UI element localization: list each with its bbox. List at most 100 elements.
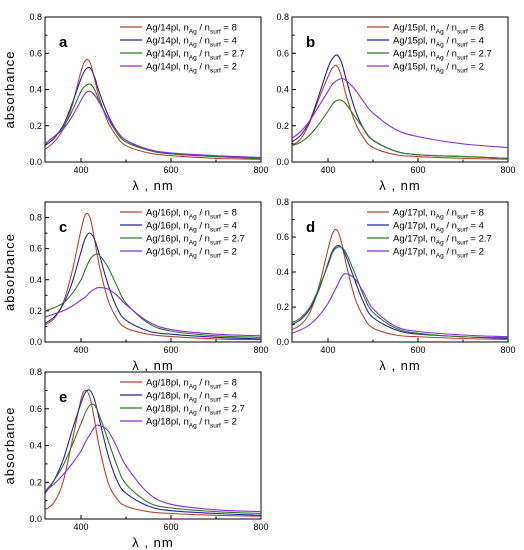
- legend-entry: Ag/14pl, nAg / nsurf = 2: [146, 62, 237, 75]
- x-tick-label: 600: [163, 345, 178, 355]
- legend-entry: Ag/14pl, nAg / nsurf = 4: [146, 36, 237, 49]
- x-tick-label: 400: [320, 345, 335, 355]
- series-line-2: [292, 244, 508, 340]
- series-line-1: [45, 389, 261, 517]
- panel-label: c: [59, 219, 67, 236]
- legend-entry: Ag/15pl, nAg / nsurf = 2: [393, 62, 484, 75]
- x-tick-label: 400: [73, 345, 88, 355]
- y-tick-label: 0.2: [29, 477, 42, 487]
- x-tick-label: 800: [500, 165, 515, 175]
- series-line-4: [292, 273, 508, 338]
- x-tick-label: 800: [253, 165, 268, 175]
- series-line-2: [45, 66, 261, 159]
- legend-entry: Ag/15pl, nAg / nsurf = 4: [393, 36, 484, 49]
- series-line-1: [45, 59, 261, 160]
- legend-entry: Ag/17pl, nAg / nsurf = 2: [393, 247, 484, 260]
- plot-frame: [44, 201, 262, 343]
- y-tick-label: 0.6: [276, 232, 289, 242]
- y-axis-label: absorbance: [2, 51, 17, 129]
- series-group: [45, 59, 261, 160]
- y-tick-label: 0.0: [29, 514, 42, 524]
- y-tick-label: 0.8: [29, 213, 42, 223]
- series-line-4: [45, 90, 261, 159]
- x-tick-label: 800: [253, 522, 268, 532]
- y-tick-label: 0.6: [29, 48, 42, 58]
- series-line-1: [45, 212, 261, 341]
- legend-entry: Ag/16pl, nAg / nsurf = 4: [146, 221, 237, 234]
- y-tick-label: 0.0: [276, 337, 289, 347]
- legend-entry: Ag/15pl, nAg / nsurf = 8: [393, 23, 484, 36]
- y-tick-label: 0.2: [29, 306, 42, 316]
- x-tick-label: 400: [320, 165, 335, 175]
- x-tick-label: 600: [410, 165, 425, 175]
- series-line-1: [292, 64, 508, 160]
- x-tick-label: 800: [253, 345, 268, 355]
- y-tick-label: 0.6: [276, 48, 289, 58]
- y-tick-label: 0.0: [276, 157, 289, 167]
- x-tick-label: 400: [73, 165, 88, 175]
- chart-panel-b: 400 600 800 0.0 0.2 0.4 0.6 0.8 λ , nm b Ag/15pl, …: [276, 12, 515, 193]
- legend-entry: Ag/18pl, nAg / nsurf = 2: [146, 417, 237, 430]
- series-line-2: [45, 389, 261, 516]
- legend-entry: Ag/14pl, nAg / nsurf = 2.7: [146, 49, 245, 62]
- y-tick-label: 0.8: [276, 197, 289, 207]
- series-line-3: [45, 403, 261, 515]
- x-axis-label: λ , nm: [379, 358, 420, 373]
- y-tick-label: 0.4: [29, 275, 42, 285]
- x-axis-label: λ , nm: [132, 535, 173, 550]
- legend-entry: Ag/18pl, nAg / nsurf = 2.7: [146, 404, 245, 417]
- y-axis-label: absorbance: [2, 233, 17, 311]
- series-line-4: [292, 78, 508, 149]
- x-axis-label: λ , nm: [132, 178, 173, 193]
- chart-panel-c: 400 600 800 0.0 0.2 0.4 0.6 0.8 λ , nm absorbance…: [2, 201, 269, 373]
- legend-entry: Ag/18pl, nAg / nsurf = 8: [146, 378, 237, 391]
- series-group: [45, 212, 261, 341]
- series-line-2: [45, 232, 261, 340]
- legend-entry: Ag/15pl, nAg / nsurf = 2.7: [393, 49, 492, 62]
- x-tick-label: 600: [163, 522, 178, 532]
- legend-entry: Ag/16pl, nAg / nsurf = 8: [146, 208, 237, 221]
- x-tick-label: 800: [500, 345, 515, 355]
- y-tick-label: 0.4: [276, 85, 289, 95]
- series-group: [292, 54, 508, 160]
- y-tick-label: 0.8: [276, 12, 289, 22]
- y-tick-label: 0.0: [29, 337, 42, 347]
- legend-entry: Ag/14pl, nAg / nsurf = 8: [146, 23, 237, 36]
- series-line-4: [45, 287, 261, 337]
- y-tick-label: 0.0: [29, 157, 42, 167]
- y-tick-label: 0.2: [276, 302, 289, 312]
- y-tick-label: 0.6: [29, 404, 42, 414]
- y-tick-label: 0.8: [29, 12, 42, 22]
- chart-panel-e: 400 600 800 0.0 0.2 0.4 0.6 0.8 λ , nm absorbance…: [2, 367, 269, 550]
- y-tick-label: 0.2: [29, 121, 42, 131]
- series-group: [45, 389, 261, 517]
- x-tick-label: 600: [163, 165, 178, 175]
- y-tick-label: 0.8: [29, 367, 42, 377]
- panel-label: e: [59, 389, 67, 406]
- series-line-3: [45, 253, 261, 338]
- legend-entry: Ag/17pl, nAg / nsurf = 4: [393, 221, 484, 234]
- legend-entry: Ag/16pl, nAg / nsurf = 2: [146, 247, 237, 260]
- panel-label: b: [306, 34, 315, 51]
- chart-panel-d: 400 600 800 0.0 0.2 0.4 0.6 0.8 λ , nm d Ag/17pl, …: [276, 197, 515, 373]
- series-line-4: [45, 424, 261, 513]
- x-axis-label: λ , nm: [379, 178, 420, 193]
- series-line-3: [45, 83, 261, 159]
- x-tick-label: 400: [73, 522, 88, 532]
- x-axis-label: λ , nm: [132, 358, 173, 373]
- series-group: [292, 228, 508, 340]
- series-line-3: [292, 246, 508, 339]
- x-tick-label: 600: [410, 345, 425, 355]
- legend-entry: Ag/17pl, nAg / nsurf = 2.7: [393, 234, 492, 247]
- legend-entry: Ag/17pl, nAg / nsurf = 8: [393, 208, 484, 221]
- legend-entry: Ag/18pl, nAg / nsurf = 4: [146, 391, 237, 404]
- y-tick-label: 0.4: [276, 267, 289, 277]
- panel-label: a: [59, 34, 68, 51]
- y-tick-label: 0.6: [29, 244, 42, 254]
- panel-label: d: [306, 219, 315, 236]
- legend-entry: Ag/16pl, nAg / nsurf = 2.7: [146, 234, 245, 247]
- chart-panel-a: 400 600 800 0.0 0.2 0.4 0.6 0.8 λ , nm absorbance…: [2, 12, 269, 193]
- y-tick-label: 0.4: [29, 85, 42, 95]
- y-tick-label: 0.2: [276, 121, 289, 131]
- y-axis-label: absorbance: [2, 407, 17, 485]
